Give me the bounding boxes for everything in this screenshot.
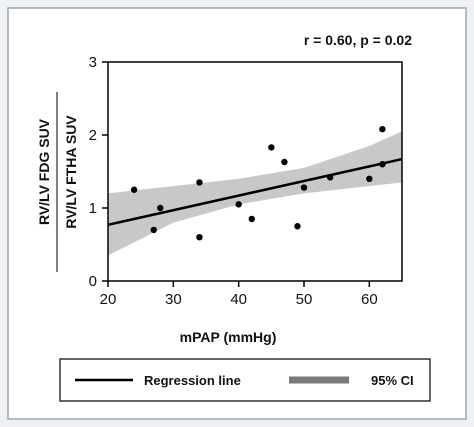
points-layer	[130, 125, 386, 241]
x-tick-label-60: 60	[361, 291, 378, 308]
confidence-band	[108, 131, 402, 256]
y-tick-label-3: 3	[89, 54, 97, 71]
x-tick-label-20: 20	[100, 291, 117, 308]
data-point-2	[157, 204, 164, 212]
figure-frame	[7, 7, 467, 420]
data-point-3	[196, 179, 203, 186]
confidence-band-layer	[108, 131, 402, 256]
data-point-5	[235, 201, 242, 208]
y-axis-title-bottom: RV/LV FTHA SUV	[63, 115, 79, 229]
data-point-11	[326, 174, 334, 181]
data-point-1	[150, 226, 157, 234]
plot-frame	[107, 61, 403, 282]
x-tick-label-50: 50	[296, 291, 313, 308]
data-point-7	[268, 144, 275, 151]
data-point-13	[379, 125, 386, 133]
data-point-4	[196, 234, 203, 241]
data-point-9	[294, 223, 301, 230]
y-tick-label-0: 0	[89, 273, 97, 290]
data-point-6	[248, 215, 255, 223]
data-point-8	[281, 158, 288, 166]
data-point-14	[379, 161, 386, 168]
legend-label-ci: 95% CI	[371, 373, 414, 388]
regression-line-layer	[107, 157, 403, 227]
data-point-12	[366, 175, 373, 182]
x-axis-title: mPAP (mmHg)	[180, 329, 277, 345]
legend: Regression line 95% CI	[59, 358, 431, 402]
x-tick-label-40: 40	[230, 291, 247, 308]
data-point-10	[300, 184, 308, 191]
regression-line	[107, 157, 403, 227]
y-axis-ticks: 0 1 2 3	[89, 54, 108, 290]
x-tick-label-30: 30	[165, 291, 182, 308]
data-point-0	[130, 186, 138, 193]
correlation-annotation: r = 0.60, p = 0.02	[304, 32, 412, 48]
y-tick-label-2: 2	[89, 127, 97, 144]
legend-label-regression: Regression line	[144, 373, 241, 388]
y-axis-title-top: RV/LV FDG SUV	[36, 118, 52, 225]
y-tick-label-1: 1	[89, 200, 97, 217]
x-axis-ticks: 20 30 40 50 60	[100, 281, 378, 308]
